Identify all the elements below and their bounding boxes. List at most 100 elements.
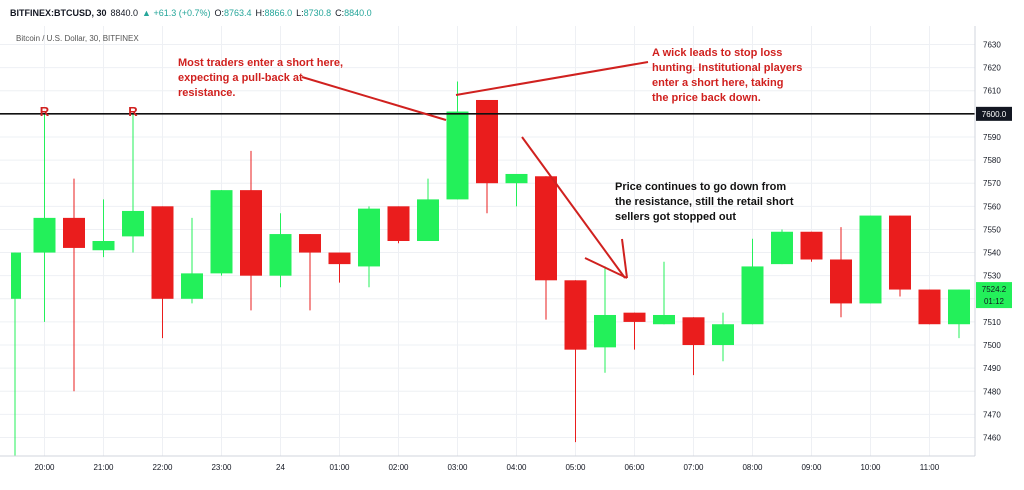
- resistance-price-label: 7600.0: [982, 110, 1007, 119]
- candle-body: [387, 206, 410, 241]
- candle-9: [269, 213, 292, 288]
- annotation-arrow: [301, 76, 447, 121]
- candle-7: [210, 190, 233, 276]
- candle-body: [476, 99, 498, 184]
- x-tick-label: 04:00: [506, 463, 527, 472]
- candle-body: [800, 231, 823, 260]
- candle-body: [446, 111, 469, 200]
- candle-body: [948, 289, 970, 325]
- annotation-arrow: [584, 257, 628, 279]
- candle-16: [476, 99, 498, 214]
- annotation-text: hunting. Institutional players: [652, 62, 802, 74]
- annotation-text: expecting a pull-back at: [178, 72, 303, 84]
- candle-body: [682, 317, 705, 346]
- y-tick-label: 7580: [983, 156, 1001, 165]
- candle-body: [63, 217, 85, 248]
- candle-body: [210, 190, 233, 274]
- candle-body: [269, 234, 292, 276]
- x-tick-label: 24: [276, 463, 285, 472]
- time-axis[interactable]: 20:00 21:00 22:00 23:00 24 01:00 02:00 03:00 04:…: [34, 463, 939, 472]
- candle-body: [594, 314, 616, 348]
- y-tick-label: 7540: [983, 249, 1001, 258]
- candle-29: [859, 215, 882, 304]
- annotation-text: resistance.: [178, 87, 235, 99]
- candle-body: [11, 252, 21, 299]
- candle-body: [889, 215, 911, 290]
- candle-13: [387, 206, 410, 244]
- annotation-text: sellers got stopped out: [615, 211, 736, 223]
- candle-body: [623, 312, 646, 322]
- high-label: H:: [255, 8, 265, 18]
- y-tick-label: 7570: [983, 179, 1001, 188]
- candle-19: [564, 280, 587, 443]
- candle-body: [299, 234, 321, 253]
- y-tick-label: 7460: [983, 434, 1001, 443]
- candle-body: [417, 199, 439, 241]
- close-value: 8840.0: [344, 8, 372, 18]
- candle-6: [181, 217, 203, 304]
- y-tick-label: 7630: [983, 40, 1001, 49]
- symbol-label[interactable]: BITFINEX:BTCUSD, 30: [10, 8, 107, 18]
- price-tags: 7600.0 7524.2 01:12: [976, 106, 1012, 309]
- y-tick-label: 7490: [983, 364, 1001, 373]
- candles: [11, 81, 970, 456]
- candle-body: [771, 231, 793, 265]
- candle-21: [623, 312, 646, 350]
- candle-body: [151, 206, 174, 299]
- candle-body: [859, 215, 882, 304]
- x-tick-label: 01:00: [329, 463, 350, 472]
- candle-body: [830, 259, 852, 304]
- candle-body: [741, 266, 764, 325]
- high-value: 8866.0: [264, 8, 293, 18]
- y-tick-label: 7560: [983, 202, 1001, 211]
- candle-22: [653, 261, 675, 325]
- candle-20: [594, 266, 616, 373]
- annotation-text: enter a short here, taking: [652, 77, 783, 89]
- low-label: L:: [296, 8, 304, 18]
- candle-5: [151, 206, 174, 339]
- candle-body: [92, 241, 115, 251]
- annotation-arrow: [621, 238, 628, 279]
- annotation-text: A wick leads to stop loss: [652, 47, 782, 59]
- candle-body: [505, 173, 528, 184]
- candle-body: [328, 252, 351, 265]
- x-tick-label: 11:00: [920, 463, 940, 472]
- candle-11: [328, 252, 351, 283]
- candle-32: [948, 289, 970, 339]
- annotation-text: the price back down.: [652, 92, 761, 104]
- y-tick-label: 7590: [983, 133, 1001, 142]
- x-tick-label: 23:00: [211, 463, 232, 472]
- x-tick-label: 21:00: [93, 463, 114, 472]
- annotation-text: Price continues to go down from: [615, 181, 786, 193]
- last-price-label: 7524.2: [982, 285, 1007, 294]
- x-tick-label: 06:00: [624, 463, 645, 472]
- open-label: O:: [214, 8, 225, 18]
- candle-15: [446, 81, 469, 200]
- candle-body: [712, 324, 734, 346]
- symbol-header: BITFINEX:BTCUSD, 30 8840.0 ▲ +61.3 (+0.7…: [0, 0, 1024, 27]
- price-change: ▲ +61.3 (+0.7%): [142, 8, 211, 18]
- x-tick-label: 08:00: [742, 463, 763, 472]
- y-tick-label: 7530: [983, 272, 1001, 281]
- candle-body: [181, 273, 203, 299]
- x-tick-label: 20:00: [34, 463, 55, 472]
- y-tick-label: 7550: [983, 225, 1001, 234]
- resistance-marker: R: [40, 104, 50, 119]
- candle-24: [712, 312, 734, 362]
- countdown-label: 01:12: [984, 297, 1005, 306]
- y-tick-label: 7510: [983, 318, 1001, 327]
- x-tick-label: 07:00: [683, 463, 704, 472]
- candle-4: [122, 113, 144, 253]
- annotation-arrow: [521, 136, 626, 279]
- open-value: 8763.4: [224, 8, 252, 18]
- x-tick-label: 03:00: [447, 463, 468, 472]
- low-value: 8730.8: [303, 8, 332, 18]
- resistance-marker: R: [128, 104, 138, 119]
- candle-30: [889, 215, 911, 297]
- y-tick-label: 7480: [983, 387, 1001, 396]
- candle-26: [771, 229, 793, 265]
- candle-12: [358, 206, 380, 288]
- candle-body: [240, 190, 262, 276]
- candle-body: [122, 210, 144, 237]
